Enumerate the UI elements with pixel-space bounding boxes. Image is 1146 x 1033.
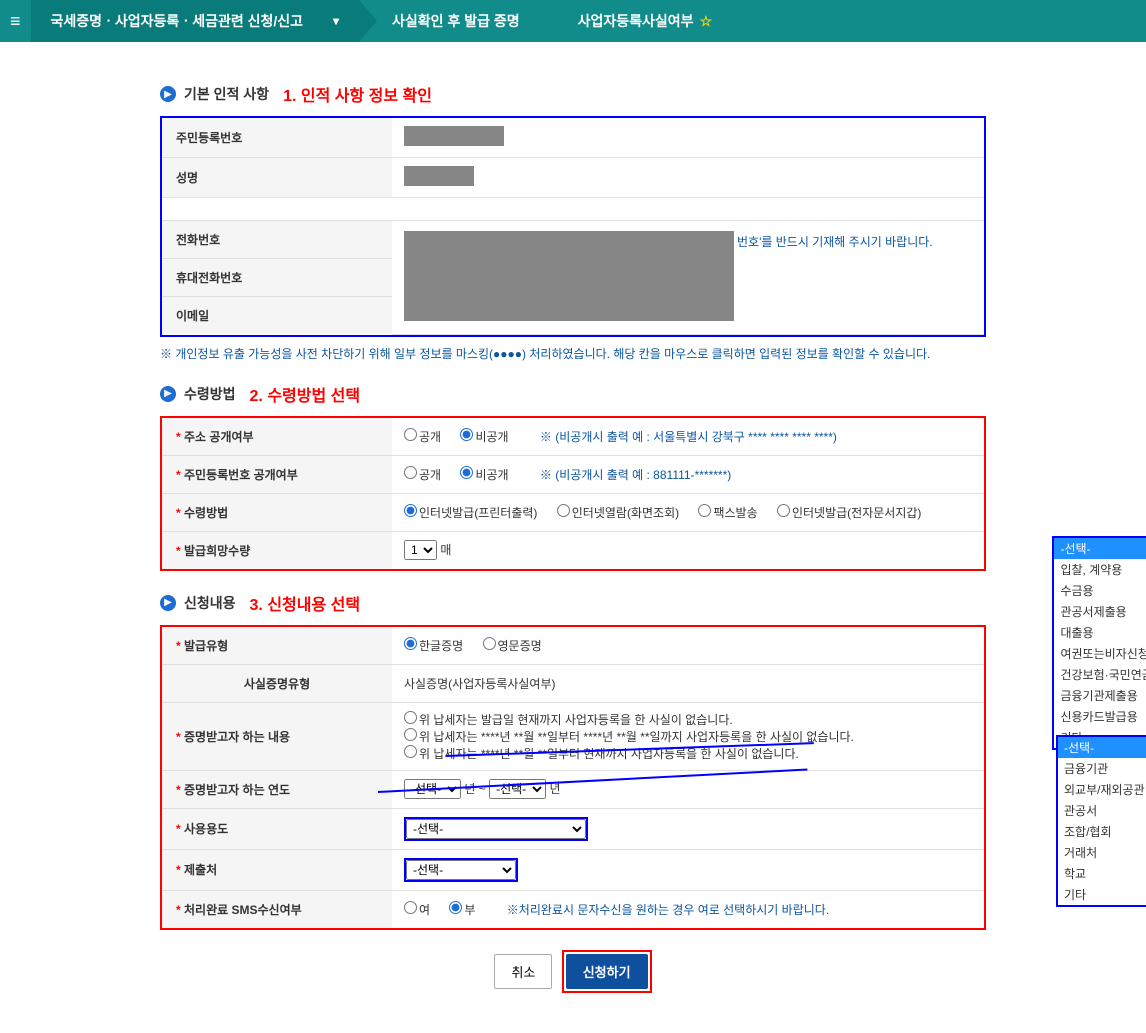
breadcrumb-level1[interactable]: 국세증명ㆍ사업자등록ㆍ세금관련 신청/신고 ▾	[31, 0, 360, 42]
submit-button[interactable]: 신청하기	[566, 954, 648, 989]
section2-box: 주소 공개여부 공개 비공개 ※ (비공개시 출력 예 : 서울특별시 강북구 …	[160, 416, 986, 571]
radio-regno-public[interactable]: 공개	[404, 468, 441, 482]
radio-content2[interactable]: 위 납세자는 ****년 **월 **일부터 ****년 **월 **일까지 사…	[404, 730, 854, 744]
dropdown-option[interactable]: 기타	[1058, 884, 1146, 905]
label-sms: 처리완료 SMS수신여부	[162, 890, 392, 928]
purpose-dropdown-panel: -선택- 입찰, 계약용 수금용 관공서제출용 대출용 여권또는비자신청용 건강…	[1052, 536, 1146, 750]
label-regno: 주민등록번호	[162, 118, 392, 158]
breadcrumb-bar: ≡ 국세증명ㆍ사업자등록ㆍ세금관련 신청/신고 ▾ 사실확인 후 발급 증명 사…	[0, 0, 1146, 42]
radio-regno-private[interactable]: 비공개	[460, 468, 508, 482]
radio-korean[interactable]: 한글증명	[404, 639, 463, 653]
section3-title: 신청내용	[184, 593, 236, 613]
dropdown-option[interactable]: 건강보험·국민연금공단제출용	[1054, 664, 1146, 685]
label-content: 증명받고자 하는 내용	[162, 702, 392, 770]
label-type: 발급유형	[162, 627, 392, 665]
submit-to-select[interactable]: -선택-	[406, 860, 516, 880]
dropdown-option[interactable]: 외교부/재외공관	[1058, 779, 1146, 800]
radio-method3[interactable]: 팩스발송	[698, 506, 757, 520]
qty-unit: 매	[440, 543, 451, 557]
bullet-icon: ▶	[160, 386, 176, 402]
sms-hint: ※처리완료시 문자수신을 원하는 경우 여로 선택하시기 바랍니다.	[507, 903, 829, 917]
label-name: 성명	[162, 158, 392, 198]
submit-dropdown-panel: -선택- 금융기관 외교부/재외공관 관공서 조합/협회 거래처 학교 기타	[1056, 735, 1146, 907]
dropdown-option[interactable]: 입찰, 계약용	[1054, 559, 1146, 580]
section2-header: ▶ 수령방법 2. 수령방법 선택	[160, 382, 986, 406]
dropdown-option[interactable]: 학교	[1058, 863, 1146, 884]
section3-box: 발급유형 한글증명 영문증명 사실증명유형 사실증명(사업자등록사실여부) 증명…	[160, 625, 986, 930]
radio-addr-public[interactable]: 공개	[404, 430, 441, 444]
button-row: 취소 신청하기	[160, 950, 986, 993]
redacted-contact[interactable]	[404, 231, 734, 321]
label-purpose: 사용용도	[162, 808, 392, 849]
dropdown-option[interactable]: 여권또는비자신청용	[1054, 643, 1146, 664]
section3-header: ▶ 신청내용 3. 신청내용 선택	[160, 591, 986, 615]
fact-type-value: 사실증명(사업자등록사실여부)	[392, 664, 984, 702]
label-addr-disclose: 주소 공개여부	[162, 418, 392, 456]
radio-english[interactable]: 영문증명	[483, 639, 542, 653]
label-submit-to: 제출처	[162, 849, 392, 890]
section1-title: 기본 인적 사항	[184, 84, 269, 104]
annotation-3: 3. 신청내용 선택	[250, 591, 361, 615]
radio-method2[interactable]: 인터넷열람(화면조회)	[557, 506, 679, 520]
hamburger-icon[interactable]: ≡	[10, 11, 21, 32]
radio-addr-private[interactable]: 비공개	[460, 430, 508, 444]
radio-method1[interactable]: 인터넷발급(프린터출력)	[404, 506, 537, 520]
purpose-select[interactable]: -선택-	[406, 819, 586, 839]
dropdown-option[interactable]: 대출용	[1054, 622, 1146, 643]
annotation-2: 2. 수령방법 선택	[250, 382, 361, 406]
dropdown-option[interactable]: 신용카드발급용	[1054, 706, 1146, 727]
phone-hint: 번호'를 반드시 기재해 주시기 바랍니다.	[737, 233, 933, 250]
dropdown-option[interactable]: 관공서제출용	[1054, 601, 1146, 622]
label-email: 이메일	[162, 297, 392, 335]
star-icon[interactable]: ☆	[700, 13, 713, 30]
section2-title: 수령방법	[184, 384, 236, 404]
radio-sms-yes[interactable]: 여	[404, 903, 430, 917]
bullet-icon: ▶	[160, 86, 176, 102]
cancel-button[interactable]: 취소	[494, 954, 552, 989]
section1-header: ▶ 기본 인적 사항 1. 인적 사항 정보 확인	[160, 82, 986, 106]
label-regno-disclose: 주민등록번호 공개여부	[162, 455, 392, 493]
radio-content1[interactable]: 위 납세자는 발급일 현재까지 사업자등록을 한 사실이 없습니다.	[404, 713, 733, 727]
label-fact-type: 사실증명유형	[162, 664, 392, 702]
dropdown-option[interactable]: 금융기관제출용	[1054, 685, 1146, 706]
label-mobile: 휴대전화번호	[162, 259, 392, 297]
radio-sms-no[interactable]: 부	[449, 903, 475, 917]
addr-hint: ※ (비공개시 출력 예 : 서울특별시 강북구 **** **** **** …	[540, 430, 837, 444]
dropdown-option[interactable]: 조합/협회	[1058, 821, 1146, 842]
bullet-icon: ▶	[160, 595, 176, 611]
dropdown-option[interactable]: 수금용	[1054, 580, 1146, 601]
section1-box: 주민등록번호 성명 전화번호 번호'를 반드시 기재해 주시기 바랍니다. 휴대…	[160, 116, 986, 337]
dropdown-option[interactable]: -선택-	[1054, 538, 1146, 559]
label-phone: 전화번호	[162, 221, 392, 259]
redacted-name[interactable]	[404, 166, 474, 186]
qty-select[interactable]: 1	[404, 540, 437, 560]
breadcrumb-level3[interactable]: 사업자등록사실여부 ☆	[558, 0, 732, 42]
annotation-1: 1. 인적 사항 정보 확인	[283, 82, 432, 106]
regno-hint: ※ (비공개시 출력 예 : 881111-*******)	[540, 468, 731, 482]
dropdown-option[interactable]: -선택-	[1058, 737, 1146, 758]
label-year: 증명받고자 하는 연도	[162, 770, 392, 808]
breadcrumb-level2[interactable]: 사실확인 후 발급 증명	[372, 0, 540, 42]
redacted-regno[interactable]	[404, 126, 504, 146]
label-method: 수령방법	[162, 493, 392, 531]
dropdown-option[interactable]: 금융기관	[1058, 758, 1146, 779]
dropdown-option[interactable]: 거래처	[1058, 842, 1146, 863]
section1-footnote: ※ 개인정보 유출 가능성을 사전 차단하기 위해 일부 정보를 마스킹(●●●…	[160, 345, 986, 362]
label-qty: 발급희망수량	[162, 531, 392, 569]
radio-method4[interactable]: 인터넷발급(전자문서지갑)	[777, 506, 921, 520]
chevron-down-icon: ▾	[333, 14, 339, 28]
dropdown-option[interactable]: 관공서	[1058, 800, 1146, 821]
